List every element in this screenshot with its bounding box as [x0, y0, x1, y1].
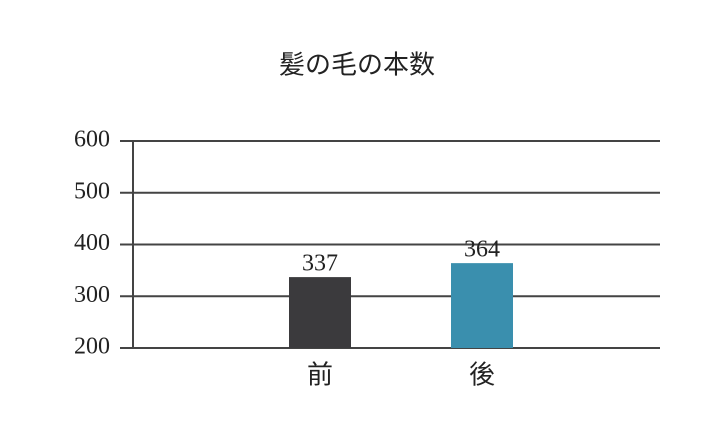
chart-title: 髪の毛の本数 [279, 51, 435, 81]
bar [451, 263, 513, 348]
y-tick-label: 400 [74, 230, 110, 256]
y-tick-label: 500 [74, 178, 110, 204]
data-label: 364 [464, 237, 500, 263]
y-tick-label: 200 [74, 334, 110, 360]
data-label: 337 [302, 251, 338, 277]
x-tick-label: 前 [307, 361, 333, 391]
y-tick-label: 300 [74, 282, 110, 308]
x-tick-label: 後 [469, 361, 495, 391]
y-tick-label: 600 [74, 127, 110, 153]
bar [289, 277, 351, 348]
